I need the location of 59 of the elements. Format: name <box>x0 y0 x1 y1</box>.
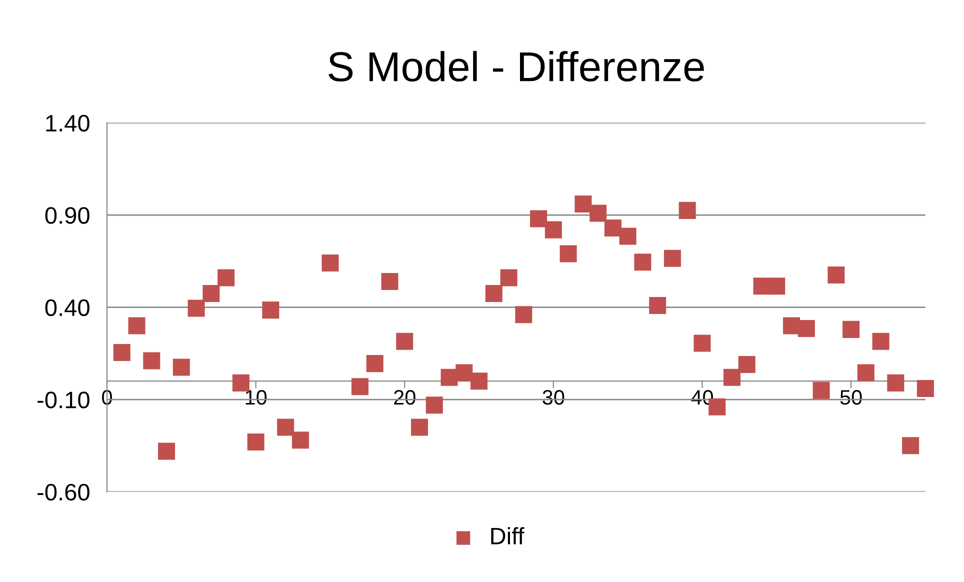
x-tick-label: 30 <box>542 390 564 405</box>
point <box>678 202 696 219</box>
legend-label: Diff <box>491 527 524 544</box>
point <box>366 355 384 372</box>
point <box>872 332 890 350</box>
point <box>842 320 860 338</box>
point <box>188 300 205 317</box>
point <box>604 219 622 236</box>
x-tick-label: 50 <box>840 390 862 405</box>
y-tick-label: 0.40 <box>45 299 90 316</box>
point <box>560 245 577 262</box>
point <box>456 364 473 382</box>
y-tick-label: -0.60 <box>38 484 90 501</box>
point <box>262 302 280 319</box>
point <box>410 418 428 436</box>
point <box>218 269 235 286</box>
point <box>857 364 874 382</box>
point <box>619 228 636 245</box>
point <box>485 284 502 302</box>
point <box>292 432 309 449</box>
point <box>500 269 518 286</box>
point <box>172 358 190 376</box>
point <box>902 437 920 454</box>
point <box>530 210 548 228</box>
point <box>916 380 934 397</box>
point <box>723 368 740 386</box>
point <box>694 334 711 352</box>
point <box>470 372 488 390</box>
point <box>351 378 368 396</box>
point <box>113 344 130 361</box>
point <box>634 254 652 271</box>
y-tick-label: 1.40 <box>46 114 90 132</box>
point <box>515 306 532 324</box>
point <box>664 250 681 267</box>
point <box>649 296 666 314</box>
y-tick-label: -0.10 <box>38 392 90 408</box>
point <box>396 332 414 350</box>
point <box>247 433 264 450</box>
point <box>574 195 592 212</box>
point <box>277 418 294 436</box>
point <box>158 442 176 460</box>
point <box>202 284 220 302</box>
point <box>768 278 786 295</box>
point <box>322 254 339 272</box>
y-tick-label: 0.90 <box>45 207 90 224</box>
point <box>783 317 800 334</box>
point <box>143 352 160 370</box>
point <box>798 320 815 338</box>
point <box>738 356 756 373</box>
point <box>544 221 562 238</box>
point <box>812 382 830 399</box>
point <box>590 204 607 222</box>
point <box>381 272 398 290</box>
point <box>426 396 443 414</box>
point <box>128 317 146 334</box>
point <box>828 266 845 284</box>
point <box>232 374 250 392</box>
chart-title: S Model - Differenze <box>328 50 704 82</box>
point <box>887 374 904 392</box>
